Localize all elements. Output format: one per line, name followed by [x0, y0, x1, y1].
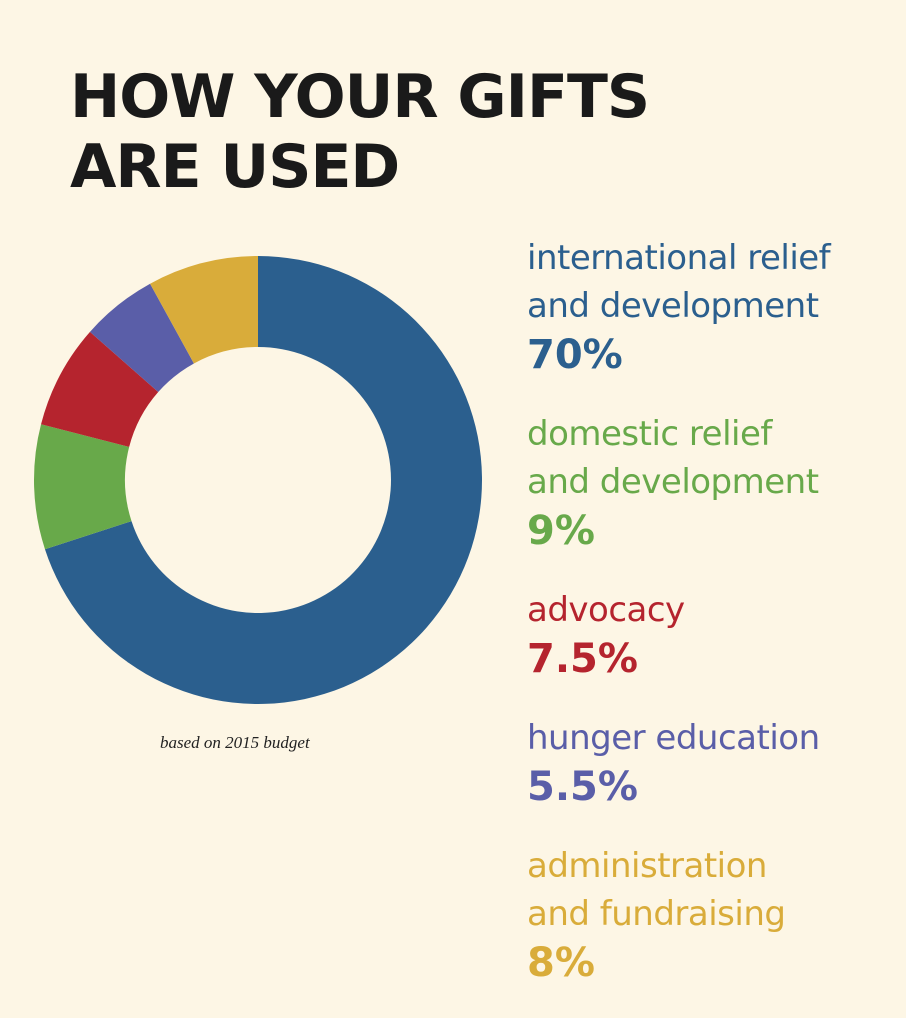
- page: HOW YOUR GIFTS ARE USED based on 2015 bu…: [34, 62, 831, 986]
- chart-note: based on 2015 budget: [160, 733, 310, 752]
- value-label: 9%: [527, 508, 595, 554]
- legend-label: domestic relief and development: [527, 414, 819, 502]
- donut-slice: [41, 331, 159, 447]
- chart-title: HOW YOUR GIFTS ARE USED: [70, 62, 650, 202]
- donut-slice: [34, 424, 132, 550]
- legend-label: hunger education: [527, 718, 820, 758]
- legend: international relief and development 70% d…: [527, 234, 906, 1018]
- legend-label: advocacy: [527, 590, 685, 630]
- donut-chart: [34, 256, 482, 704]
- value-label: 7.5%: [527, 636, 638, 682]
- legend-label: international relief and development: [527, 238, 831, 326]
- legend-item: domestic relief and development 9%: [527, 410, 906, 556]
- value-label: 5.5%: [527, 764, 638, 810]
- legend-label: administration and fundraising: [527, 846, 786, 934]
- donut-slice: [44, 256, 482, 704]
- value-label: 70%: [527, 332, 623, 378]
- donut-slice: [150, 256, 258, 364]
- value-label: 8%: [527, 940, 595, 986]
- legend-item: administration and fundraising 8%: [527, 842, 906, 988]
- legend-item: hunger education 5.5%: [527, 714, 906, 812]
- donut-slice: [89, 283, 194, 393]
- legend-item: international relief and development 70%: [527, 234, 906, 380]
- legend-item: advocacy 7.5%: [527, 586, 906, 684]
